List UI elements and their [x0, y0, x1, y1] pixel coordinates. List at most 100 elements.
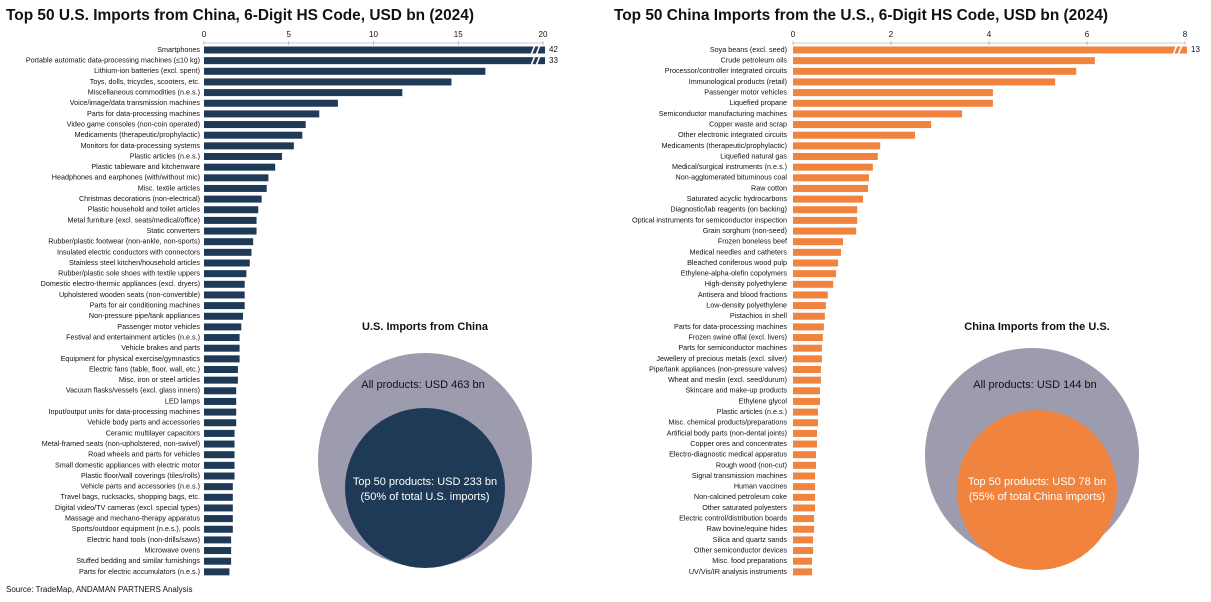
bar — [204, 451, 235, 459]
category-label: Plastic articles (n.e.s.) — [130, 151, 200, 160]
bar — [793, 557, 813, 565]
category-label: Misc. iron or steel articles — [119, 375, 200, 384]
category-label: Semiconductor manufacturing machines — [659, 109, 788, 118]
category-label: Medical/surgical instruments (n.e.s.) — [672, 162, 787, 171]
bar — [204, 195, 262, 203]
bar — [793, 376, 821, 384]
bar — [204, 323, 242, 331]
bar — [204, 270, 247, 278]
inner-label: Top 50 products: USD 78 bn — [968, 476, 1106, 488]
category-label: Misc. chemical products/preparations — [668, 418, 787, 427]
inner-label: Top 50 products: USD 233 bn — [353, 476, 497, 488]
bar — [204, 89, 403, 97]
category-label: Medicaments (therapeutic/prophylactic) — [662, 141, 787, 150]
bar — [204, 408, 237, 416]
bar — [793, 334, 823, 342]
bar — [204, 174, 269, 182]
x-tick-label: 4 — [987, 30, 992, 39]
chart-title: Top 50 China Imports from the U.S., 6-Di… — [614, 7, 1108, 24]
category-label: Metal-framed seats (non-upholstered, non… — [42, 439, 200, 448]
bar — [204, 46, 545, 54]
bar — [793, 78, 1056, 86]
category-label: Voice/image/data transmission machines — [70, 98, 201, 107]
bar — [793, 408, 818, 416]
category-label: Christmas decorations (non-electrical) — [79, 194, 200, 203]
bar — [793, 131, 916, 139]
bar — [793, 419, 818, 427]
bar — [204, 184, 267, 192]
category-label: UV/Vis/IR analysis instruments — [689, 567, 788, 576]
bar — [204, 493, 233, 501]
category-label: Human vaccines — [734, 482, 788, 491]
bar — [204, 312, 243, 320]
category-label: Road wheels and parts for vehicles — [88, 450, 200, 459]
bar — [204, 248, 252, 256]
bar — [793, 568, 813, 576]
x-tick-label: 15 — [454, 30, 463, 39]
category-label: Liquefied propane — [729, 98, 787, 107]
bar — [793, 280, 834, 288]
axis-break — [530, 44, 536, 56]
category-label: Jewellery of precious metals (excl. silv… — [656, 354, 787, 363]
bar — [793, 227, 857, 235]
category-label: Other electronic integrated circuits — [678, 130, 787, 139]
category-label: Parts for semiconductor machines — [678, 343, 787, 352]
source-note: Source: TradeMap, ANDAMAN PARTNERS Analy… — [6, 585, 192, 594]
category-label: Parts for data-processing machines — [87, 109, 200, 118]
bar — [793, 153, 878, 160]
bar — [793, 89, 993, 97]
category-label: Passenger motor vehicles — [704, 88, 787, 97]
axis-break — [535, 55, 541, 66]
category-label: Ethylene glycol — [739, 396, 788, 405]
bar — [204, 216, 257, 224]
bar — [204, 121, 306, 129]
bar — [793, 57, 1095, 65]
category-label: Portable automatic data-processing machi… — [26, 56, 200, 65]
category-label: Headphones and earphones (with/without m… — [52, 173, 200, 182]
category-label: Rough wood (non-cut) — [716, 460, 787, 469]
inset-title: China Imports from the U.S. — [964, 321, 1109, 333]
bar — [204, 99, 338, 107]
bar — [793, 163, 873, 171]
category-label: Antisera and blood fractions — [698, 290, 788, 299]
bar — [204, 397, 237, 405]
bar — [793, 121, 932, 129]
category-label: Plastic tableware and kitchenware — [91, 162, 200, 171]
bar — [793, 110, 963, 118]
outer-label: All products: USD 144 bn — [973, 379, 1097, 391]
axis-break — [1172, 44, 1178, 56]
x-tick-label: 10 — [369, 30, 378, 39]
bar — [793, 515, 815, 523]
category-label: Processor/controller integrated circuits — [665, 66, 788, 75]
bar — [204, 238, 254, 246]
bar — [793, 302, 826, 310]
category-label: Rubber/plastic sole shoes with textile u… — [58, 269, 200, 278]
bar — [793, 440, 818, 448]
bar — [793, 547, 814, 555]
category-label: Non-pressure pipe/tank appliances — [89, 311, 200, 320]
bar — [793, 270, 837, 278]
category-label: Other saturated polyesters — [702, 503, 787, 512]
x-tick-label: 20 — [539, 30, 548, 39]
category-label: Parts for data-processing machines — [674, 322, 787, 331]
bar — [204, 206, 259, 214]
bar — [793, 387, 820, 395]
category-label: Electro-diagnostic medical apparatus — [669, 450, 787, 459]
bar — [793, 312, 825, 320]
bars — [793, 46, 1187, 576]
category-label: Festival and entertainment articles (n.e… — [66, 332, 200, 341]
category-label: Wheat and meslin (excl. seed/durum) — [668, 375, 787, 384]
data-label: 42 — [549, 45, 558, 54]
bar — [204, 547, 232, 555]
category-label: Pipe/tank appliances (non-pressure valve… — [649, 364, 787, 373]
category-label: Lithium-ion batteries (excl. spent) — [94, 66, 200, 75]
bar — [204, 163, 276, 171]
category-label: Non-calcined petroleum coke — [694, 492, 787, 501]
bar — [204, 440, 235, 448]
inner-circle — [345, 408, 505, 568]
category-label: Copper ores and concentrates — [690, 439, 787, 448]
category-label: Immunological products (retail) — [689, 77, 787, 86]
chart-title: Top 50 U.S. Imports from China, 6-Digit … — [6, 7, 474, 24]
category-label: Electric hand tools (non-drills/saws) — [87, 535, 200, 544]
